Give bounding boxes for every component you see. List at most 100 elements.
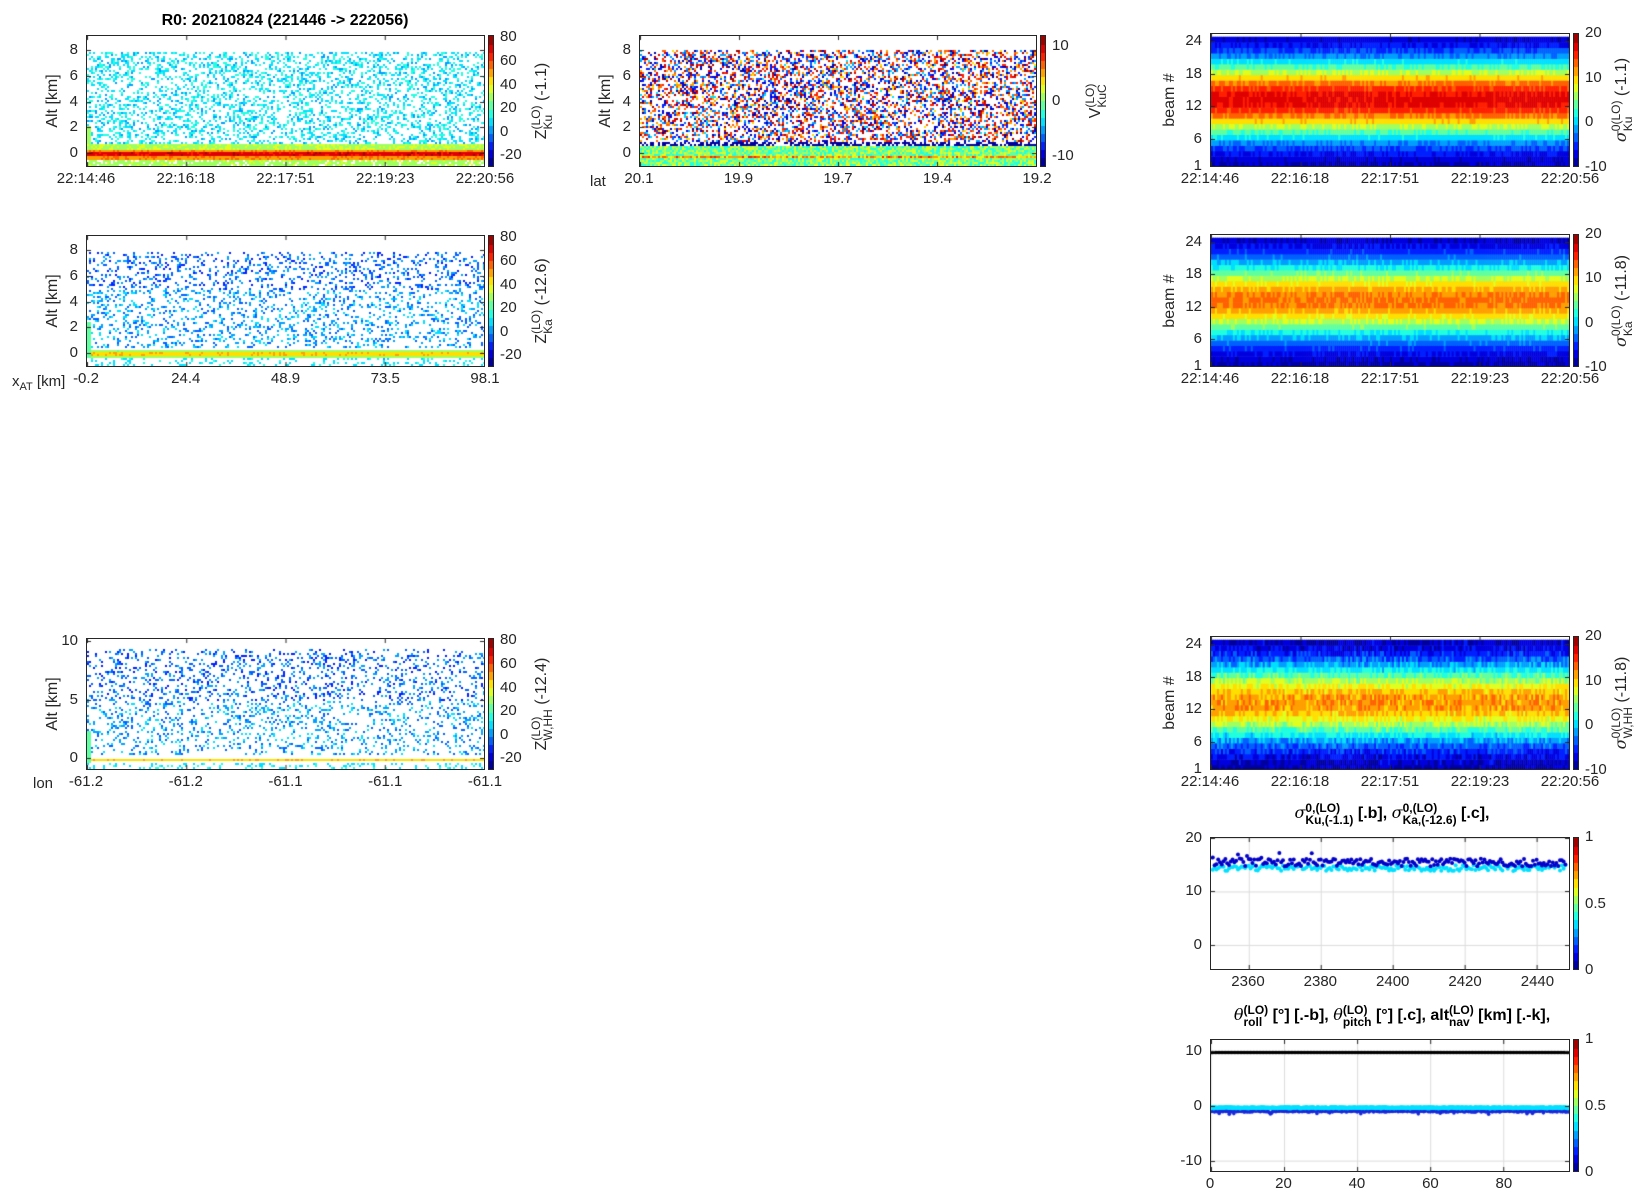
x-tick-label: 2360 <box>1231 973 1265 990</box>
x-tick-label: 20 <box>1275 1175 1292 1192</box>
y-tick-label: 18 <box>1185 64 1202 82</box>
colorbar-gradient <box>1574 1040 1578 1171</box>
x-tick-label: 22:14:46 <box>1180 170 1240 187</box>
y-tick-label: 6 <box>1193 732 1202 750</box>
colorbar-tick-label: 60 <box>500 654 517 672</box>
y-axis-label: Alt [km] <box>44 74 61 128</box>
plot-canvas <box>1211 838 1569 969</box>
x-tick-label: -61.1 <box>467 773 503 790</box>
x-tick-label: 22:16:18 <box>156 170 215 187</box>
y-tick-label: 18 <box>1185 265 1202 283</box>
colorbar-label-sub: W,HH <box>541 709 555 741</box>
colorbar-tick-label: -10 <box>1585 158 1607 175</box>
t2-sub: pitch <box>1342 1015 1372 1029</box>
t3-main: alt <box>1430 1007 1450 1025</box>
y-tick-label: 8 <box>69 41 78 59</box>
plot-area <box>1210 1039 1570 1172</box>
colorbar-label-main: σ <box>1611 335 1631 347</box>
y-tick-label: 2 <box>69 118 78 136</box>
colorbar-tick-label: 1 <box>1585 1030 1594 1047</box>
colorbar <box>1573 234 1579 367</box>
colorbar-label-main: Z <box>533 129 551 140</box>
colorbar-tick-label: 20 <box>1585 225 1602 242</box>
attitude-title: θ (LO) roll [°] [.-b], θ (LO) pitch [°] [.c]… <box>1234 1004 1550 1028</box>
t3-tail: [km] [.-k], <box>1473 1007 1551 1025</box>
x-tick-label: 22:20:56 <box>1540 170 1600 187</box>
plot-area <box>1210 234 1570 367</box>
colorbar-label-scripts: 0(LO) Ku <box>1609 101 1635 132</box>
plot-canvas <box>1211 235 1569 366</box>
y-tick-label: 6 <box>69 266 78 284</box>
x-tick-label: 22:17:51 <box>1360 170 1420 187</box>
y-tick-label: 24 <box>1185 32 1202 50</box>
x-tick-label: 80 <box>1495 1175 1513 1192</box>
y-tick-label: 8 <box>622 41 631 59</box>
colorbar-tick-label: 0 <box>1585 1163 1594 1180</box>
y-tick-label: 5 <box>69 690 78 708</box>
xlabel-main: x <box>12 373 20 390</box>
y-tick-label: 12 <box>1185 297 1202 315</box>
colorbar-tick-label: 10 <box>1585 68 1602 86</box>
colorbar-tick-label: 40 <box>500 275 517 293</box>
x-axis-label-lat: lat <box>590 173 606 190</box>
y-tick-label: 4 <box>622 92 631 110</box>
colorbar <box>1573 1039 1579 1172</box>
y-axis-label: beam # <box>1161 676 1178 730</box>
colorbar-label: V (LO) KuC <box>1083 84 1109 119</box>
x-axis-label-xat: xAT [km] <box>12 374 65 395</box>
xlabel-suffix: [km] <box>32 373 66 390</box>
x-tick-label: 22:16:18 <box>1270 170 1330 187</box>
x-tick-label: -61.2 <box>68 773 104 790</box>
colorbar-label: σ 0(LO) W,HH (-11.8) <box>1609 656 1635 750</box>
y-tick-label: 0 <box>622 144 631 162</box>
y-tick-label: 10 <box>1185 1042 1202 1060</box>
colorbar-label-scripts: 0(LO) Ka <box>1609 305 1635 336</box>
title-a-sup: 0,(LO) <box>1305 801 1341 815</box>
x-tick-label: 22:20:56 <box>455 170 515 187</box>
colorbar-label-main: V <box>1087 107 1105 119</box>
title-a-sub: Ku,(-1.1) <box>1305 813 1354 827</box>
y-tick-label: 12 <box>1185 97 1202 115</box>
title-b-sup: 0,(LO) <box>1402 801 1438 815</box>
x-tick-label: 48.9 <box>270 370 301 387</box>
plot-canvas <box>87 36 484 166</box>
colorbar <box>1573 837 1579 970</box>
plot-canvas <box>640 36 1036 166</box>
colorbar <box>488 235 494 367</box>
colorbar-label-sub: Ka <box>1621 320 1635 336</box>
plot-area <box>86 35 485 167</box>
colorbar-tick-label: 20 <box>1585 627 1602 644</box>
colorbar-tick-label: 40 <box>500 678 517 696</box>
sigma-symbol: σ <box>1391 803 1403 823</box>
x-tick-label: 2380 <box>1303 973 1338 990</box>
plot-area <box>1210 636 1570 770</box>
colorbar <box>1573 636 1579 770</box>
colorbar-label: σ 0(LO) Ku (-1.1) <box>1609 58 1635 142</box>
colorbar-label-suffix: (-11.8) <box>1613 254 1631 305</box>
colorbar-label-sub: Ku <box>541 114 555 130</box>
x-tick-label: 19.7 <box>823 170 853 187</box>
y-tick-label: 0 <box>69 344 78 362</box>
x-tick-label: 2400 <box>1376 973 1410 990</box>
colorbar-label: σ 0(LO) Ka (-11.8) <box>1609 254 1635 347</box>
y-axis-label: Alt [km] <box>44 274 61 328</box>
colorbar-label-suffix: (-11.8) <box>1613 656 1631 708</box>
x-tick-label: 22:14:46 <box>1180 773 1240 790</box>
y-tick-label: 6 <box>622 66 631 84</box>
title-b-tail: [.c], <box>1456 805 1490 823</box>
x-tick-label: -0.2 <box>73 370 99 387</box>
y-tick-label: 0 <box>69 144 78 162</box>
figure-title: R0: 20210824 (221446 -> 222056) <box>161 12 409 29</box>
colorbar-tick-label: 1 <box>1585 828 1594 845</box>
colorbar-tick-label: 0.5 <box>1585 894 1606 912</box>
colorbar-label-main: Z <box>533 740 551 751</box>
colorbar-tick-label: 0 <box>1585 961 1594 978</box>
y-axis-label: Alt [km] <box>44 677 61 731</box>
colorbar-tick-label: 0 <box>500 725 509 743</box>
plot-area <box>639 35 1037 167</box>
colorbar <box>488 35 494 167</box>
colorbar-tick-label: -20 <box>500 146 522 164</box>
colorbar-label-sub: W,HH <box>1621 707 1635 739</box>
colorbar-tick-label: -10 <box>1052 147 1074 164</box>
t3-sub: nav <box>1449 1015 1470 1029</box>
